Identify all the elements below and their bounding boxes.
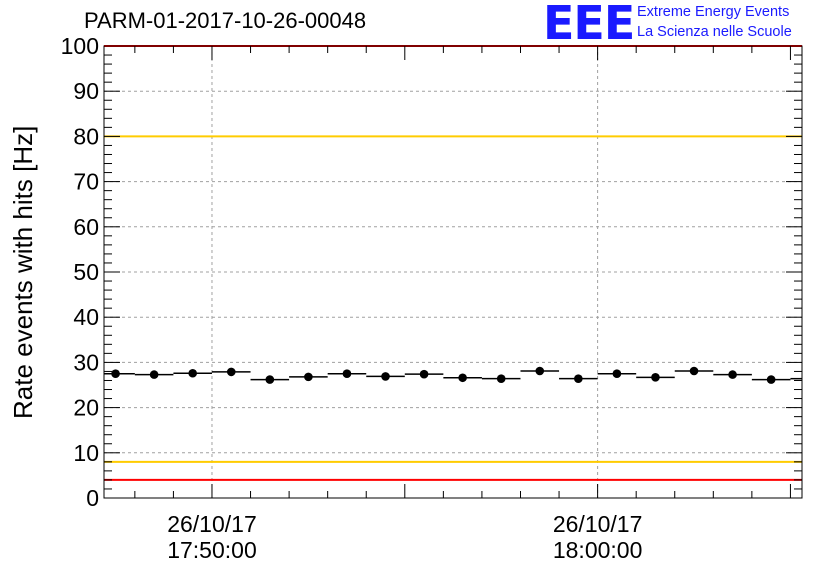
data-point: [728, 370, 737, 379]
data-point: [419, 369, 429, 379]
y-axis-label: Rate events with hits [Hz]: [8, 125, 38, 419]
y-tick-label: 60: [73, 214, 99, 240]
y-tick-label: 10: [73, 440, 99, 466]
y-tick-label: 30: [73, 349, 99, 375]
y-tick-label: 40: [73, 304, 99, 330]
data-point: [612, 369, 622, 379]
data-point: [265, 375, 275, 384]
data-point: [458, 373, 467, 383]
y-tick-label: 70: [73, 169, 99, 195]
data-point: [574, 374, 583, 383]
x-tick-label-time: 18:00:00: [553, 537, 643, 563]
x-tick-label-date: 26/10/17: [553, 511, 643, 537]
data-point: [689, 366, 699, 376]
logo-subtitle-line1: Extreme Energy Events: [637, 4, 790, 20]
data-point: [535, 366, 545, 376]
data-point: [496, 374, 506, 383]
y-tick-label: 100: [61, 33, 99, 59]
data-point: [381, 372, 390, 381]
chart-title: PARM-01-2017-10-26-00048: [84, 8, 367, 33]
data-point: [111, 369, 120, 379]
y-tick-label: 90: [73, 78, 99, 104]
data-point: [188, 368, 197, 378]
data-point: [304, 372, 313, 382]
x-tick-label-time: 17:50:00: [167, 537, 257, 563]
data-point: [149, 370, 159, 379]
y-tick-label: 80: [73, 123, 99, 149]
data-point: [342, 369, 352, 379]
data-point: [766, 375, 776, 384]
x-tick-label-date: 26/10/17: [167, 511, 257, 537]
y-tick-label: 50: [73, 259, 99, 285]
data-point: [226, 367, 236, 377]
y-tick-label: 0: [86, 485, 99, 511]
logo-subtitle-line2: La Scienza nelle Scuole: [637, 24, 792, 40]
eee-logo: EEE: [543, 0, 635, 50]
data-point: [651, 373, 660, 382]
y-tick-label: 20: [73, 395, 99, 421]
